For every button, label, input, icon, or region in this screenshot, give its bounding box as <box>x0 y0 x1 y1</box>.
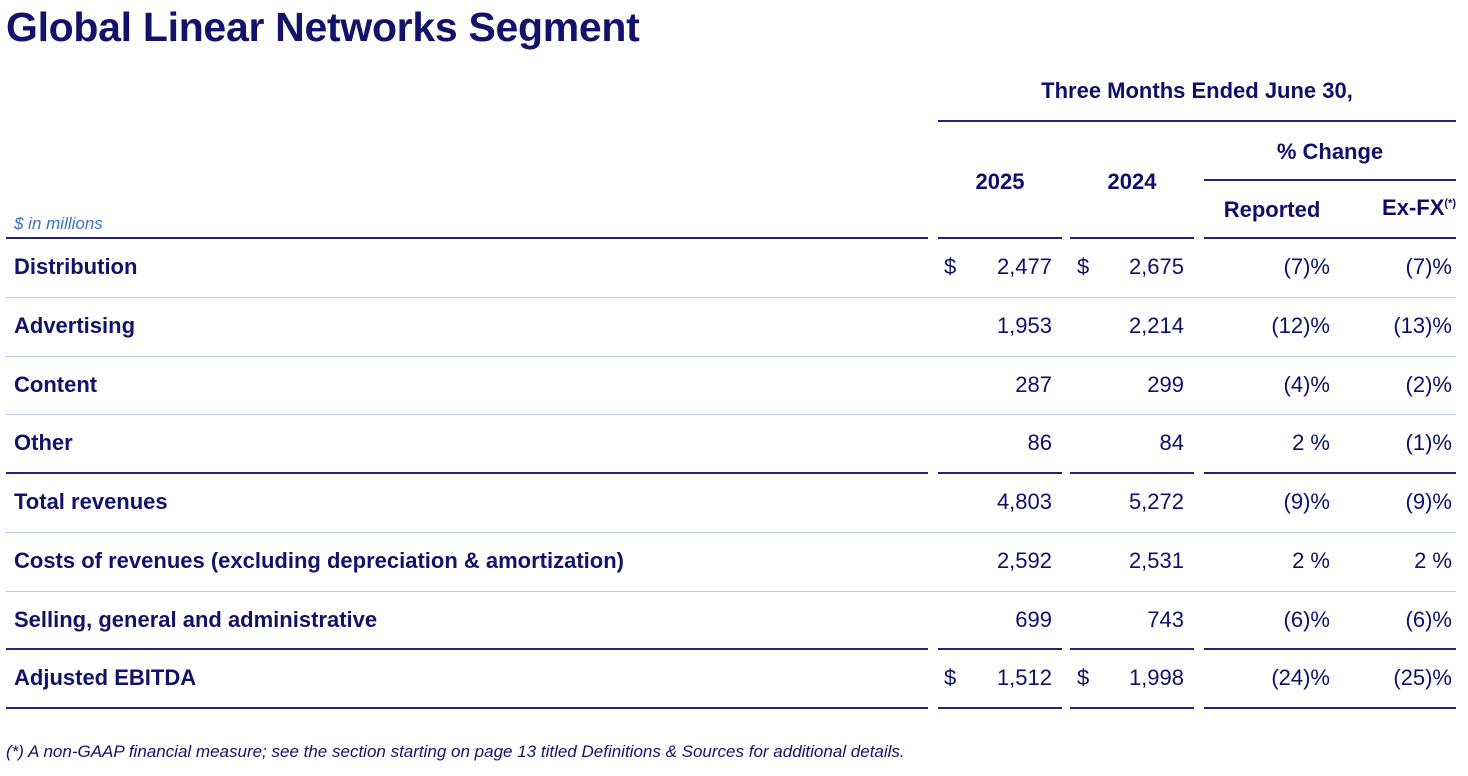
total-rule <box>6 648 928 650</box>
header-rule <box>1204 237 1456 239</box>
bottom-rule <box>938 707 1062 709</box>
value-reported: (4)% <box>1283 372 1330 397</box>
currency-symbol: $ <box>1077 254 1090 279</box>
table-row: Total revenues 4,803 5,272 (9)% (9)% <box>0 474 1468 532</box>
value-2025: 4,803 <box>996 489 1052 514</box>
value-2025: 86 <box>1027 430 1052 455</box>
bottom-rule <box>1070 707 1194 709</box>
value-exfx: 2 % <box>1414 548 1452 573</box>
value-2024: 299 <box>1147 372 1184 397</box>
value-reported: (6)% <box>1283 607 1330 632</box>
value-2025: 2,477 <box>996 254 1052 279</box>
value-reported: (9)% <box>1283 489 1330 514</box>
row-divider <box>6 532 1456 533</box>
subtotal-rule <box>1204 472 1456 474</box>
pct-change-rule <box>1204 179 1456 181</box>
total-rule <box>1204 648 1456 650</box>
exfx-note-marker: (*) <box>1444 197 1456 210</box>
bottom-rule <box>6 707 928 709</box>
row-label: Other <box>14 430 73 455</box>
value-reported: (12)% <box>1271 313 1330 338</box>
row-divider <box>6 356 1456 357</box>
value-2025: 1,953 <box>996 313 1052 338</box>
table-row: Distribution $ 2,477 $ 2,675 (7)% (7)% <box>0 239 1468 297</box>
value-reported: (7)% <box>1283 254 1330 279</box>
row-label: Costs of revenues (excluding depreciatio… <box>14 548 624 573</box>
value-2024: 5,272 <box>1128 489 1184 514</box>
value-exfx: (2)% <box>1405 372 1452 397</box>
page-title: Global Linear Networks Segment <box>6 4 640 50</box>
value-exfx: (6)% <box>1405 607 1452 632</box>
col-header-exfx: Ex-FX(*) <box>1382 195 1456 220</box>
row-divider <box>6 297 1456 298</box>
period-header: Three Months Ended June 30, <box>1041 78 1353 103</box>
pct-change-header: % Change <box>1276 139 1384 164</box>
table-row: Content 287 299 (4)% (2)% <box>0 357 1468 415</box>
value-exfx: (1)% <box>1405 430 1452 455</box>
total-rule <box>938 648 1062 650</box>
row-label: Distribution <box>14 254 138 279</box>
value-2024: 2,531 <box>1128 548 1184 573</box>
subtotal-rule <box>1070 472 1194 474</box>
value-2025: 2,592 <box>996 548 1052 573</box>
header-rule <box>938 237 1062 239</box>
value-exfx: (13)% <box>1393 313 1452 338</box>
value-2024: 2,214 <box>1128 313 1184 338</box>
row-divider <box>6 591 1456 592</box>
total-rule <box>1070 648 1194 650</box>
value-reported: 2 % <box>1292 548 1330 573</box>
row-label: Total revenues <box>14 489 168 514</box>
col-header-2024: 2024 <box>1107 169 1157 194</box>
table-row: Other 86 84 2 % (1)% <box>0 415 1468 473</box>
value-2024: 2,675 <box>1128 254 1184 279</box>
col-header-2025: 2025 <box>975 169 1025 194</box>
value-reported: 2 % <box>1292 430 1330 455</box>
footnote: (*) A non-GAAP financial measure; see th… <box>6 742 905 761</box>
value-exfx: (9)% <box>1405 489 1452 514</box>
bottom-rule <box>1204 707 1456 709</box>
header-rule <box>1070 237 1194 239</box>
value-exfx: (7)% <box>1405 254 1452 279</box>
period-rule <box>938 120 1456 122</box>
table-row: Selling, general and administrative 699 … <box>0 592 1468 650</box>
subtotal-rule <box>938 472 1062 474</box>
table-row: Costs of revenues (excluding depreciatio… <box>0 533 1468 591</box>
currency-symbol: $ <box>1077 665 1090 690</box>
value-2024: 743 <box>1147 607 1184 632</box>
row-label: Content <box>14 372 98 397</box>
value-2025: 699 <box>1015 607 1052 632</box>
header-rule <box>6 237 928 239</box>
value-2025: 287 <box>1015 372 1052 397</box>
row-label: Adjusted EBITDA <box>14 665 197 690</box>
value-reported: (24)% <box>1271 665 1330 690</box>
value-exfx: (25)% <box>1393 665 1452 690</box>
row-label: Selling, general and administrative <box>14 607 378 632</box>
row-label: Advertising <box>14 313 136 338</box>
value-2024: 1,998 <box>1128 665 1184 690</box>
table-row: Adjusted EBITDA $ 1,512 $ 1,998 (24)% (2… <box>0 650 1468 708</box>
col-header-reported: Reported <box>1223 197 1321 222</box>
value-2025: 1,512 <box>996 665 1052 690</box>
units-note: $ in millions <box>14 214 103 233</box>
table-row: Advertising 1,953 2,214 (12)% (13)% <box>0 298 1468 356</box>
currency-symbol: $ <box>944 254 957 279</box>
value-2024: 84 <box>1159 430 1184 455</box>
subtotal-rule <box>6 472 928 474</box>
row-divider <box>6 414 1456 415</box>
currency-symbol: $ <box>944 665 957 690</box>
